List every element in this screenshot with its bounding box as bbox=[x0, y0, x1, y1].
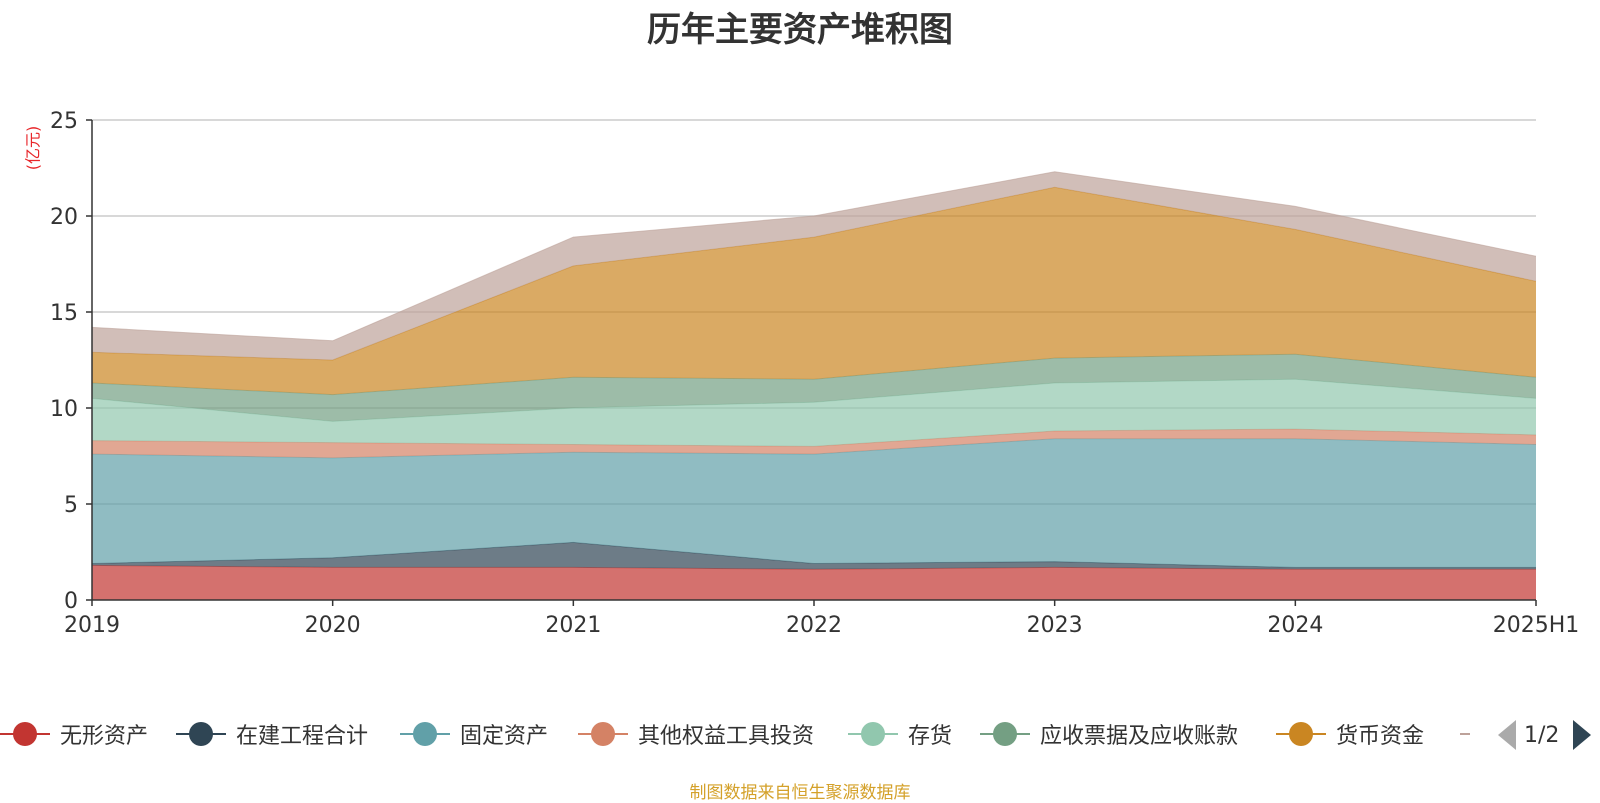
y-tick-label: 0 bbox=[64, 589, 78, 614]
legend-page-indicator: 1/2 bbox=[1524, 722, 1560, 748]
legend-label: 存货 bbox=[908, 724, 953, 749]
area-series-8 bbox=[92, 171, 1536, 360]
legend-item[interactable]: 在建工程合计 bbox=[176, 716, 368, 752]
legend-marker-icon bbox=[400, 719, 450, 749]
legend: 无形资产 在建工程合计 固定资产 其他权益工具投资 存货 应收票据及应收账款 货币资金 bbox=[0, 716, 1470, 756]
legend-label: 其他权益工具投资 bbox=[638, 724, 815, 749]
area-series-1 bbox=[92, 565, 1536, 600]
x-tick-label: 2024 bbox=[1267, 613, 1323, 638]
y-tick-label: 25 bbox=[50, 109, 78, 134]
legend-label: 货币资金 bbox=[1336, 724, 1425, 749]
x-tick-label: 2020 bbox=[305, 613, 361, 638]
legend-next-page-icon[interactable] bbox=[1573, 720, 1592, 750]
legend-marker-icon bbox=[1460, 719, 1470, 749]
legend-item[interactable]: 其他权益工具投资 bbox=[578, 716, 814, 752]
x-tick-label: 2025H1 bbox=[1493, 613, 1580, 638]
legend-item[interactable]: 无形资产 bbox=[0, 716, 148, 752]
x-tick-label: 2022 bbox=[786, 613, 842, 638]
legend-label: 应收票据及应收账款 bbox=[1040, 724, 1239, 749]
area-series-4 bbox=[92, 429, 1536, 458]
legend-item[interactable]: 货币资金 bbox=[1276, 716, 1424, 752]
legend-label: 固定资产 bbox=[460, 724, 549, 749]
legend-label: 在建工程合计 bbox=[236, 724, 369, 749]
legend-marker-icon bbox=[0, 719, 50, 749]
area-series-6 bbox=[92, 354, 1536, 422]
legend-label: 无形资产 bbox=[60, 724, 149, 749]
legend-item[interactable]: 固定资产 bbox=[400, 716, 548, 752]
legend-item[interactable] bbox=[1460, 716, 1470, 752]
x-tick-label: 2019 bbox=[64, 613, 120, 638]
y-tick-label: 5 bbox=[64, 493, 78, 518]
x-tick-label: 2021 bbox=[545, 613, 601, 638]
legend-prev-page-icon[interactable] bbox=[1498, 720, 1516, 750]
legend-item[interactable]: 应收票据及应收账款 bbox=[980, 716, 1238, 752]
area-series-3 bbox=[92, 438, 1536, 568]
legend-marker-icon bbox=[1276, 719, 1326, 749]
area-series-7 bbox=[92, 187, 1536, 395]
y-tick-label: 10 bbox=[50, 397, 78, 422]
legend-marker-icon bbox=[578, 719, 628, 749]
x-tick-label: 2023 bbox=[1027, 613, 1083, 638]
legend-item[interactable]: 存货 bbox=[848, 716, 952, 752]
legend-marker-icon bbox=[848, 719, 898, 749]
legend-pager: 1/2 bbox=[1498, 718, 1592, 752]
legend-marker-icon bbox=[980, 719, 1030, 749]
area-series-5 bbox=[92, 379, 1536, 447]
legend-marker-icon bbox=[176, 719, 226, 749]
area-series-edge-8 bbox=[91, 171, 1537, 342]
data-source-note: 制图数据来自恒生聚源数据库 bbox=[689, 783, 911, 803]
chart-title: 历年主要资产堆积图 bbox=[647, 10, 953, 50]
y-tick-label: 20 bbox=[50, 205, 78, 230]
y-tick-label: 15 bbox=[50, 301, 78, 326]
stacked-area-chart: 0 5 10 15 20 25 2019 2020 2021 2022 2023 2024 2025H1 bbox=[50, 109, 1580, 638]
area-series-2 bbox=[92, 542, 1536, 570]
